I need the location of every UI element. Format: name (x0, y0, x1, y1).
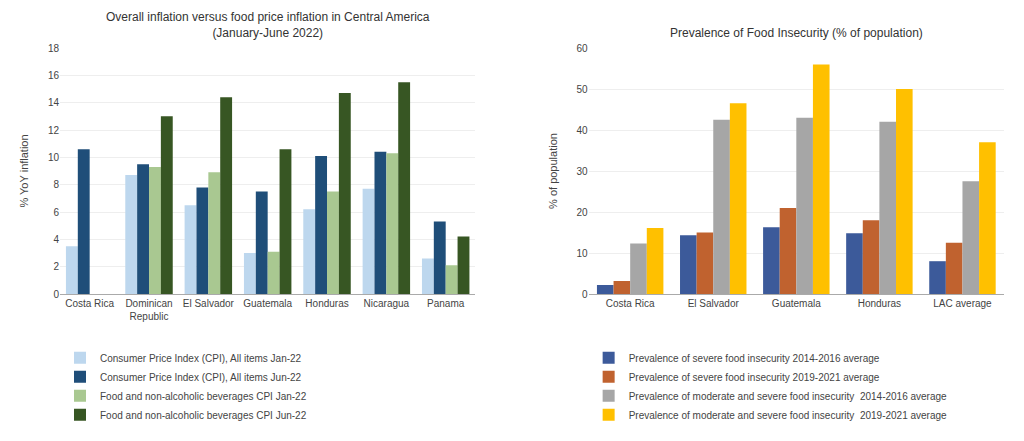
svg-text:14: 14 (48, 97, 60, 108)
svg-text:Honduras: Honduras (305, 298, 348, 309)
svg-text:DominicanRepublic: DominicanRepublic (125, 298, 172, 322)
svg-text:Prevalence of Food Insecurity: Prevalence of Food Insecurity (% of popu… (670, 26, 923, 40)
svg-text:Costa Rica: Costa Rica (65, 298, 114, 309)
svg-text:Prevalence of moderate and sev: Prevalence of moderate and severe food i… (629, 391, 947, 402)
svg-text:% YoY inflation: % YoY inflation (18, 134, 30, 207)
svg-text:Consumer Price Index (CPI), Al: Consumer Price Index (CPI), All items Ju… (100, 372, 302, 383)
svg-text:El Salvador: El Salvador (688, 298, 740, 309)
svg-text:Panama: Panama (427, 298, 465, 309)
svg-text:18: 18 (48, 43, 60, 54)
svg-text:Costa Rica: Costa Rica (606, 298, 655, 309)
svg-text:10: 10 (48, 152, 60, 163)
svg-text:Prevalence of severe food inse: Prevalence of severe food insecurity 201… (629, 353, 880, 364)
svg-text:30: 30 (577, 166, 589, 177)
svg-text:El Salvador: El Salvador (183, 298, 235, 309)
svg-text:16: 16 (48, 70, 60, 81)
svg-text:% of population: % of population (547, 133, 559, 209)
svg-text:20: 20 (577, 207, 589, 218)
svg-text:Overall inflation versus food: Overall inflation versus food price infl… (106, 10, 430, 40)
svg-text:2: 2 (53, 261, 59, 272)
svg-text:0: 0 (582, 289, 588, 300)
svg-text:8: 8 (53, 179, 59, 190)
svg-text:Food and non-alcoholic beverag: Food and non-alcoholic beverages CPI Jan… (100, 391, 307, 402)
svg-text:LAC average: LAC average (933, 298, 992, 309)
svg-text:Consumer Price Index (CPI), Al: Consumer Price Index (CPI), All items Ja… (100, 353, 302, 364)
svg-text:0: 0 (53, 289, 59, 300)
svg-text:Guatemala: Guatemala (243, 298, 292, 309)
svg-text:Food and non-alcoholic beverag: Food and non-alcoholic beverages CPI Jun… (100, 410, 307, 421)
svg-text:50: 50 (577, 84, 589, 95)
svg-text:Guatemala: Guatemala (772, 298, 821, 309)
svg-text:6: 6 (53, 207, 59, 218)
svg-text:12: 12 (48, 125, 60, 136)
svg-text:10: 10 (577, 248, 589, 259)
svg-text:Nicaragua: Nicaragua (364, 298, 410, 309)
svg-text:Prevalence of moderate and sev: Prevalence of moderate and severe food i… (629, 410, 947, 421)
svg-text:4: 4 (53, 234, 59, 245)
svg-text:Prevalence of severe food inse: Prevalence of severe food insecurity 201… (629, 372, 880, 383)
svg-text:60: 60 (577, 43, 589, 54)
svg-text:Honduras: Honduras (858, 298, 901, 309)
svg-text:40: 40 (577, 125, 589, 136)
